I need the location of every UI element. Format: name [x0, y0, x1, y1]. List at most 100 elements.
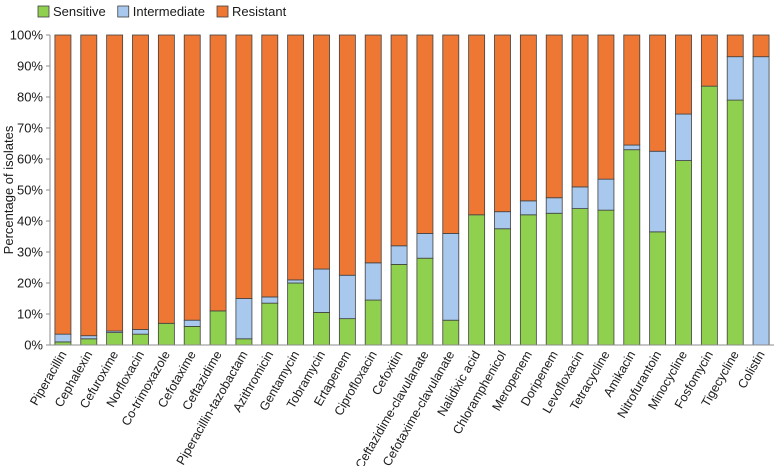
- y-axis-label: Percentage of isolates: [1, 125, 16, 254]
- bar-segment-resistant: [649, 34, 667, 152]
- bar-stack: [726, 34, 744, 346]
- bar-segment-sensitive: [649, 231, 667, 346]
- bar-segment-intermediate: [519, 200, 537, 216]
- bar-stack: [235, 34, 253, 346]
- legend-item-intermediate: Intermediate: [117, 4, 205, 19]
- bar-segment-sensitive: [157, 322, 175, 346]
- legend-label: Resistant: [232, 4, 287, 19]
- bar-segment-resistant: [106, 34, 124, 332]
- bar-segment-resistant: [597, 34, 615, 180]
- bar-segment-sensitive: [623, 149, 641, 346]
- bar-stack: [313, 34, 330, 346]
- bar-stack: [571, 34, 589, 346]
- bar-segment-sensitive: [675, 160, 692, 346]
- bar-segment-sensitive: [416, 257, 434, 346]
- x-axis: PiperacillinCephalexinCefuroximeNorfloxa…: [27, 344, 774, 471]
- bar-segment-intermediate: [132, 329, 149, 335]
- bar-segment-sensitive: [235, 338, 253, 346]
- bar-segment-resistant: [364, 34, 382, 264]
- bar-segment-intermediate: [726, 56, 744, 101]
- bar-segment-resistant: [338, 34, 356, 276]
- bars: [54, 34, 770, 346]
- bar-stack: [675, 34, 692, 346]
- bar-stack: [597, 34, 615, 346]
- bar-segment-sensitive: [183, 325, 201, 346]
- bar-stack: [494, 34, 511, 346]
- bar-segment-intermediate: [80, 335, 98, 340]
- bar-segment-resistant: [80, 34, 98, 337]
- bar-segment-resistant: [519, 34, 537, 202]
- bar-segment-intermediate: [261, 296, 279, 304]
- bar-segment-resistant: [726, 34, 744, 58]
- bar-stack: [183, 34, 201, 346]
- legend-swatch: [37, 5, 50, 18]
- bar-segment-resistant: [235, 34, 253, 299]
- bar-segment-intermediate: [675, 113, 692, 161]
- bar-segment-sensitive: [700, 85, 718, 346]
- bar-segment-resistant: [468, 34, 486, 216]
- bar-segment-intermediate: [338, 274, 356, 320]
- bar-stack: [752, 34, 770, 346]
- bar-segment-resistant: [287, 34, 305, 281]
- bar-segment-resistant: [313, 34, 330, 270]
- y-tick-label: 60%: [17, 152, 43, 167]
- bar-stack: [338, 34, 356, 346]
- bar-segment-intermediate: [364, 262, 382, 301]
- bar-stack: [649, 34, 667, 346]
- bar-segment-sensitive: [494, 228, 511, 346]
- bar-stack: [442, 34, 460, 346]
- bar-stack: [700, 34, 718, 346]
- y-tick-label: 10%: [17, 307, 43, 322]
- bar-segment-sensitive: [519, 214, 537, 346]
- bar-segment-sensitive: [364, 299, 382, 346]
- legend-swatch: [216, 5, 229, 18]
- bar-segment-sensitive: [726, 99, 744, 346]
- bar-segment-intermediate: [752, 56, 770, 346]
- y-tick-label: 30%: [17, 245, 43, 260]
- bar-stack: [519, 34, 537, 346]
- bar-segment-resistant: [54, 34, 72, 335]
- legend-label: Intermediate: [133, 4, 205, 19]
- bar-stack: [364, 34, 382, 346]
- bar-segment-sensitive: [545, 212, 563, 346]
- y-tick-label: 70%: [17, 121, 43, 136]
- bar-segment-intermediate: [183, 319, 201, 327]
- y-tick-label: 90%: [17, 59, 43, 74]
- bar-segment-intermediate: [235, 298, 253, 340]
- bar-segment-resistant: [132, 34, 149, 330]
- legend-item-sensitive: Sensitive: [37, 4, 106, 19]
- bar-segment-resistant: [261, 34, 279, 298]
- bar-stack: [390, 34, 408, 346]
- bar-segment-intermediate: [313, 268, 330, 313]
- bar-segment-sensitive: [106, 332, 124, 346]
- bar-stack: [261, 34, 279, 346]
- y-tick-label: 100%: [10, 28, 44, 43]
- bar-segment-intermediate: [623, 144, 641, 151]
- bar-stack: [623, 34, 641, 346]
- bar-segment-sensitive: [468, 214, 486, 346]
- y-tick-label: 20%: [17, 276, 43, 291]
- bar-segment-resistant: [183, 34, 201, 321]
- legend: Sensitive Intermediate Resistant: [37, 4, 287, 19]
- bar-segment-sensitive: [209, 310, 227, 346]
- y-tick-label: 50%: [17, 183, 43, 198]
- bar-segment-sensitive: [80, 338, 98, 346]
- bar-segment-sensitive: [338, 318, 356, 346]
- bar-segment-resistant: [623, 34, 641, 146]
- bar-segment-intermediate: [416, 232, 434, 259]
- bar-segment-sensitive: [571, 208, 589, 346]
- bar-stack: [106, 34, 124, 346]
- bar-segment-intermediate: [390, 245, 408, 265]
- bar-stack: [209, 34, 227, 346]
- bar-segment-intermediate: [545, 197, 563, 214]
- bar-segment-intermediate: [287, 279, 305, 284]
- y-tick-label: 40%: [17, 214, 43, 229]
- bar-segment-resistant: [700, 34, 718, 87]
- bar-stack: [157, 34, 175, 346]
- bar-stack: [54, 34, 72, 346]
- bar-segment-intermediate: [597, 178, 615, 211]
- bar-segment-intermediate: [494, 211, 511, 230]
- bar-segment-resistant: [416, 34, 434, 234]
